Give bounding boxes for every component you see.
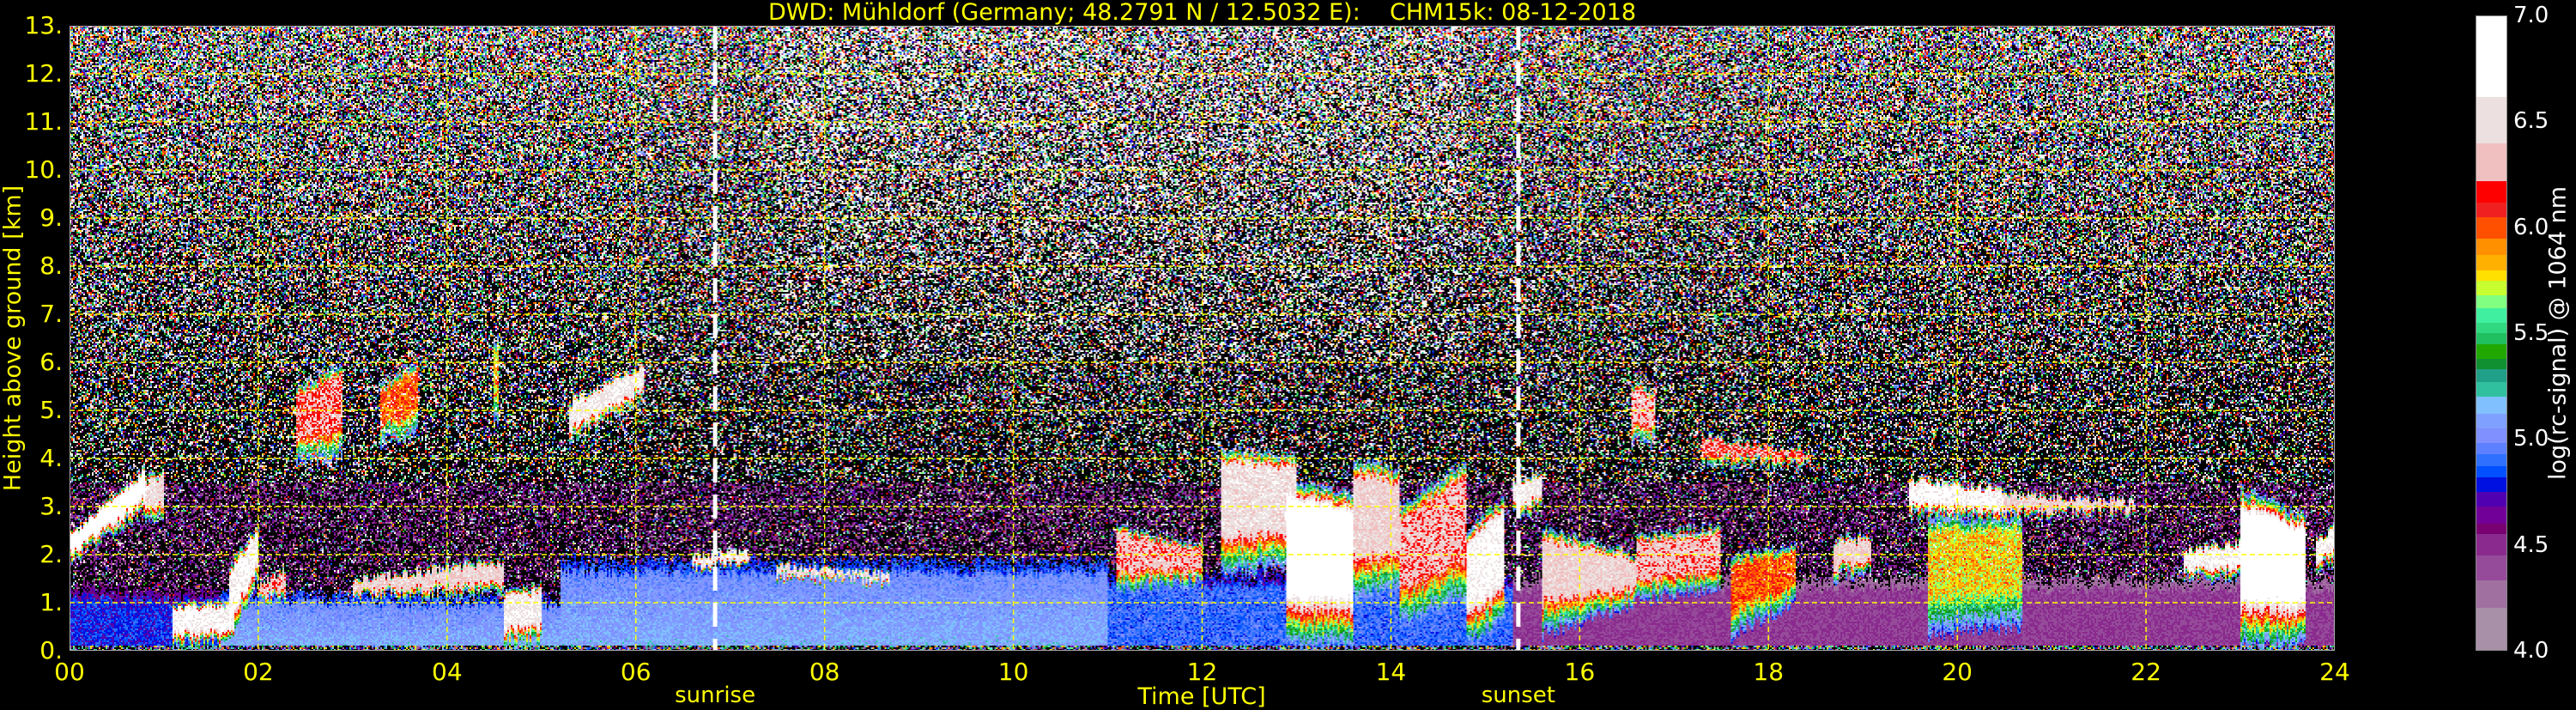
y-tick-label: 8.: [39, 252, 63, 280]
chart-title: DWD: Mühldorf (Germany; 48.2791 N / 12.5…: [767, 0, 1637, 26]
plot-overlay: [70, 26, 2335, 651]
colorbar-segment: [2476, 307, 2506, 324]
colorbar-segment: [2476, 358, 2506, 370]
colorbar-segment: [2476, 523, 2506, 535]
colorbar-segment: [2476, 607, 2506, 651]
colorbar-segment: [2476, 238, 2506, 256]
colorbar-label: log(rc-signal) @ 1064 nm: [2544, 185, 2572, 481]
colorbar-segment: [2476, 368, 2506, 383]
y-tick-label: 13.: [24, 11, 63, 39]
sunset-label: sunset: [1481, 683, 1555, 708]
x-tick-label: 06: [620, 658, 652, 686]
y-tick-label: 2.: [39, 540, 63, 568]
colorbar-segment: [2476, 280, 2506, 296]
colorbar-segment: [2476, 216, 2506, 239]
x-tick-label: 08: [809, 658, 840, 686]
colorbar-segment: [2476, 202, 2506, 218]
colorbar: [2476, 15, 2507, 651]
y-tick-label: 5.: [39, 396, 63, 424]
colorbar-segment: [2476, 16, 2506, 97]
colorbar-segment: [2476, 428, 2506, 444]
plot-frame: [70, 26, 2335, 651]
y-axis-label: Height above ground [km]: [0, 185, 27, 492]
y-tick-label: 1.: [39, 588, 63, 616]
y-tick-label: 12.: [24, 59, 63, 88]
y-tick-label: 11.: [24, 107, 63, 136]
colorbar-segment: [2476, 465, 2506, 477]
colorbar-tick-label: 6.0: [2513, 214, 2549, 240]
colorbar-segment: [2476, 343, 2506, 360]
colorbar-segment: [2476, 96, 2506, 144]
y-tick-label: 6.: [39, 348, 63, 376]
x-axis-label: Time [UTC]: [1137, 683, 1266, 710]
y-tick-label: 3.: [39, 492, 63, 520]
colorbar-tick-label: 6.5: [2513, 108, 2549, 135]
colorbar-segment: [2476, 555, 2506, 581]
x-tick-label: 02: [243, 658, 274, 686]
colorbar-segment: [2476, 180, 2506, 203]
x-tick-label: 16: [1564, 658, 1596, 686]
colorbar-segment: [2476, 476, 2506, 492]
colorbar-tick-label: 4.5: [2513, 531, 2549, 558]
x-tick-label: 10: [997, 658, 1029, 686]
colorbar-segment: [2476, 442, 2506, 454]
x-tick-label: 14: [1375, 658, 1407, 686]
x-tick-label: 00: [54, 658, 85, 686]
colorbar-segment: [2476, 506, 2506, 524]
colorbar-segment: [2476, 533, 2506, 555]
colorbar-segment: [2476, 254, 2506, 270]
x-tick-label: 18: [1753, 658, 1785, 686]
colorbar-segment: [2476, 270, 2506, 281]
colorbar-segment: [2476, 580, 2506, 609]
plot-area: [70, 26, 2335, 651]
colorbar-tick-label: 5.5: [2513, 320, 2549, 346]
colorbar-tick-label: 5.0: [2513, 426, 2549, 452]
x-tick-label: 24: [2319, 658, 2350, 686]
colorbar-segment: [2476, 322, 2506, 334]
y-tick-label: 10.: [24, 155, 63, 184]
colorbar-segment: [2476, 413, 2506, 429]
y-tick-label: 9.: [39, 203, 63, 232]
colorbar-segment: [2476, 294, 2506, 308]
y-tick-label: 7.: [39, 300, 63, 328]
sunrise-label: sunrise: [675, 683, 756, 708]
x-tick-label: 22: [2131, 658, 2161, 686]
y-tick-label: 4.: [39, 444, 63, 472]
colorbar-tick-label: 7.0: [2513, 3, 2549, 28]
colorbar-segment: [2476, 396, 2506, 414]
colorbar-tick-label: 4.0: [2513, 638, 2549, 664]
colorbar-segment: [2476, 491, 2506, 507]
colorbar-segment: [2476, 453, 2506, 467]
x-tick-label: 04: [432, 658, 463, 686]
colorbar-segment: [2476, 143, 2506, 182]
y-tick-label: 0.: [39, 636, 63, 664]
x-tick-label: 20: [1942, 658, 1973, 686]
colorbar-segment: [2476, 381, 2506, 397]
colorbar-segment: [2476, 333, 2506, 344]
x-tick-label: 12: [1186, 658, 1218, 686]
